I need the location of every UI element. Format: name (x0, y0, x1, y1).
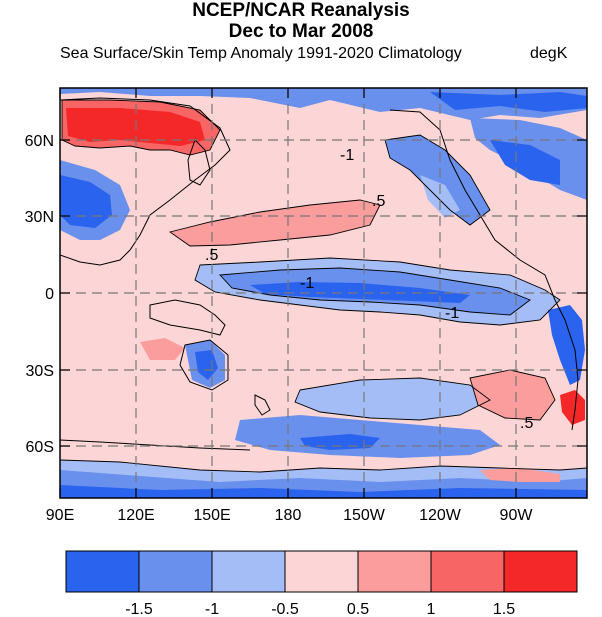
lat-label: 60S (26, 439, 54, 456)
equatorial-strong-cold (250, 282, 470, 303)
lon-label: 180 (275, 507, 302, 524)
colorbar-swatch (65, 550, 140, 593)
colorbar-tick-label: -0.5 (271, 601, 299, 617)
colorbar-swatch (138, 550, 213, 593)
asia-cold-core (60, 175, 112, 228)
antarctic-strong-cold-band (60, 485, 587, 498)
antarctic-warm-patch (480, 468, 560, 482)
lon-label: 120W (419, 507, 462, 524)
colorbar-swatch (430, 550, 505, 593)
colorbar-swatch (357, 550, 432, 593)
colorbar: -1.5 -1 -0.5 0.5 1 1.5 (65, 550, 578, 617)
colorbar-tick-label: -1.5 (125, 601, 153, 617)
contour-lines (60, 99, 587, 473)
contour-label: .5 (205, 247, 218, 264)
colorbar-swatch (284, 550, 359, 593)
contour-label: -1 (300, 275, 314, 292)
contour-label: .5 (372, 193, 385, 210)
lat-label: 30N (25, 209, 54, 226)
colorbar-tick-label: -1 (205, 601, 219, 617)
south-america-coastal-cold (548, 305, 585, 385)
lat-label: 0 (45, 286, 54, 303)
northwest-australia-warm (140, 338, 185, 360)
lat-label: 30S (26, 363, 54, 380)
map-variable-description: Sea Surface/Skin Temp Anomaly 1991-2020 … (60, 45, 462, 62)
graticule (60, 88, 587, 498)
lon-label: 150E (193, 507, 230, 524)
southeast-pacific-warm (470, 370, 555, 420)
map-units: degK (530, 45, 568, 62)
patagonia-warm-core (560, 390, 585, 425)
colorbar-swatch (503, 550, 578, 593)
axis-ticks (59, 88, 587, 498)
map-title: NCEP/NCAR Reanalysis (192, 0, 410, 21)
lon-label: 90E (46, 507, 74, 524)
northeast-pacific-cold (385, 135, 490, 225)
contour-label: -1 (340, 147, 354, 164)
northeast-pacific-weak-cold (420, 175, 460, 218)
north-pacific-warm-tongue (170, 200, 380, 246)
colorbar-tick-label: 1.5 (493, 601, 515, 617)
longitude-labels: 90E 120E 150E 180 150W 120W 90W (46, 507, 534, 524)
australia-cold-core (195, 350, 218, 380)
contour-label: .5 (520, 415, 533, 432)
colorbar-swatch (211, 550, 286, 593)
lon-label: 150W (343, 507, 386, 524)
anomaly-field (60, 88, 587, 498)
contour-label: -1 (445, 305, 459, 322)
north-america-cold-core (490, 140, 560, 185)
lon-label: 120E (117, 507, 154, 524)
lon-label: 90W (500, 507, 534, 524)
colorbar-tick-label: 1 (427, 601, 436, 617)
colorbar-tick-label: 0.5 (347, 601, 369, 617)
contour-value-labels: .5 .5 -1 -1 .5 -1 (205, 147, 533, 432)
arctic-cold-core (430, 92, 587, 112)
latitude-labels: 60N 30N 0 30S 60S (25, 133, 54, 456)
south-pacific-weak-cold (295, 378, 490, 420)
lat-label: 60N (25, 133, 54, 150)
map-period: Dec to Mar 2008 (228, 21, 374, 42)
